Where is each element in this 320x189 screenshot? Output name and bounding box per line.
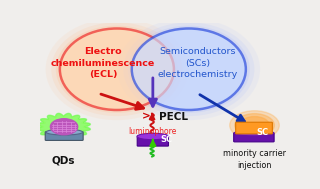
Polygon shape <box>39 115 88 139</box>
Ellipse shape <box>132 29 246 110</box>
Text: Semiconductors
(SCs)
electrochemistry: Semiconductors (SCs) electrochemistry <box>157 47 238 79</box>
FancyBboxPatch shape <box>234 133 274 142</box>
Text: minority carrier
injection: minority carrier injection <box>223 149 286 170</box>
Ellipse shape <box>123 22 254 116</box>
FancyBboxPatch shape <box>236 122 272 134</box>
Text: luminophore: luminophore <box>129 127 177 136</box>
Ellipse shape <box>60 29 174 110</box>
Circle shape <box>235 114 274 137</box>
Ellipse shape <box>117 18 260 120</box>
FancyBboxPatch shape <box>137 137 168 146</box>
Ellipse shape <box>128 26 250 113</box>
Circle shape <box>240 117 269 134</box>
Ellipse shape <box>51 22 182 116</box>
Ellipse shape <box>132 29 246 110</box>
Ellipse shape <box>235 130 274 136</box>
Text: Electro
chemiluminescence
(ECL): Electro chemiluminescence (ECL) <box>51 47 156 79</box>
Ellipse shape <box>137 133 169 140</box>
Text: QDs: QDs <box>52 155 75 165</box>
Ellipse shape <box>56 26 178 113</box>
Ellipse shape <box>45 18 188 120</box>
Text: PECL: PECL <box>158 112 188 122</box>
Text: SC: SC <box>256 128 268 137</box>
Text: SC: SC <box>161 135 173 144</box>
Circle shape <box>230 111 279 140</box>
Circle shape <box>51 119 78 135</box>
Polygon shape <box>37 113 90 140</box>
Ellipse shape <box>60 29 174 110</box>
FancyBboxPatch shape <box>45 132 83 140</box>
Text: >: > <box>142 112 151 122</box>
Ellipse shape <box>46 129 83 135</box>
